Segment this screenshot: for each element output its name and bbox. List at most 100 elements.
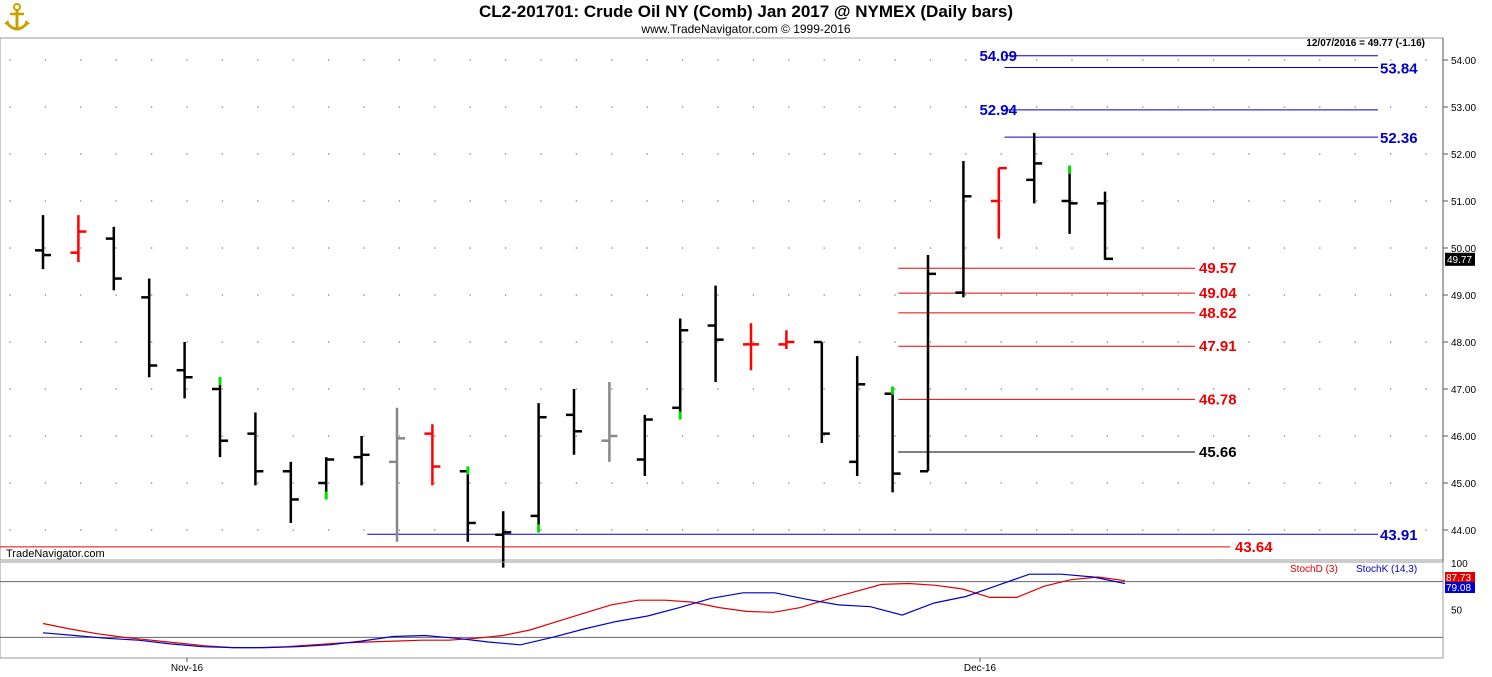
stoch-last-label: 79.08 (1446, 583, 1471, 594)
grid-dot (1354, 529, 1356, 531)
grid-dot (1035, 247, 1038, 249)
ohlc-bar (530, 403, 547, 533)
grid-dot (1248, 435, 1250, 437)
grid-dot (1319, 435, 1321, 437)
grid-dot (257, 153, 259, 155)
grid-dot (858, 200, 861, 202)
grid-dot (292, 482, 295, 484)
grid-dot (115, 341, 117, 343)
grid-dot (1106, 435, 1109, 437)
grid-dot (434, 482, 436, 484)
grid-dot (1389, 482, 1392, 484)
grid-dot (858, 294, 861, 296)
grid-dot (363, 482, 365, 484)
grid-dot (1248, 341, 1250, 343)
grid-dot (1248, 529, 1250, 531)
grid-dot (894, 482, 896, 484)
grid-dot (504, 59, 507, 61)
grid-dot (327, 529, 330, 531)
grid-dot (965, 106, 967, 108)
grid-dot (1106, 59, 1109, 61)
grid-dot (788, 388, 790, 390)
grid-dot (1212, 435, 1215, 437)
grid-dot (681, 529, 684, 531)
stoch-legend-d: StochD (3) (1290, 564, 1338, 575)
grid-dot (752, 200, 755, 202)
grid-dot (44, 247, 47, 249)
grid-dot (1142, 294, 1144, 296)
grid-dot (221, 529, 224, 531)
grid-dot (858, 153, 861, 155)
grid-dot (327, 294, 330, 296)
grid-dot (327, 247, 330, 249)
price-level-label: 54.09 (979, 48, 1017, 65)
grid-dot (681, 388, 684, 390)
grid-dot (80, 529, 82, 531)
ohlc-bar (990, 166, 1007, 239)
watermark-text: TradeNavigator.com (6, 548, 105, 560)
grid-dot (1035, 435, 1038, 437)
grid-dot (1425, 153, 1427, 155)
grid-dot (469, 388, 472, 390)
grid-dot (717, 529, 719, 531)
grid-dot (1177, 200, 1179, 202)
grid-dot (540, 106, 542, 108)
grid-dot (1319, 247, 1321, 249)
grid-dot (398, 59, 401, 61)
ohlc-bar (212, 377, 228, 458)
price-levels: 54.09 53.84 52.94 52.36 49.57 49.04 48.62 47.91… (0, 48, 1418, 556)
grid-dot (221, 294, 224, 296)
ohlc-bar (70, 215, 87, 263)
grid-dot (646, 529, 648, 531)
ohlc-bar (955, 161, 972, 298)
grid-dot (540, 59, 542, 61)
y-tick-label: 46.00 (1451, 432, 1476, 443)
grid-dot (186, 200, 188, 202)
grid-dot (469, 435, 472, 437)
grid-dot (115, 294, 117, 296)
grid-dot (292, 59, 295, 61)
grid-dot (575, 153, 578, 155)
ohlc-bar (884, 386, 901, 493)
grid-dot (221, 341, 224, 343)
grid-dot (1142, 482, 1144, 484)
y-tick-label: 49.00 (1451, 291, 1476, 302)
grid-dot (646, 59, 648, 61)
grid-dot (717, 435, 719, 437)
grid-dot (80, 388, 82, 390)
grid-dot (894, 106, 896, 108)
grid-dot (1425, 294, 1427, 296)
grid-dot (965, 341, 967, 343)
grid-dot (186, 529, 188, 531)
grid-dot (1389, 153, 1392, 155)
ohlc-bar (318, 457, 335, 500)
grid-dot (1389, 200, 1392, 202)
grid-dot (398, 200, 401, 202)
grid-dot (80, 435, 82, 437)
grid-dot (1283, 482, 1286, 484)
grid-dot (221, 200, 224, 202)
grid-dot (965, 482, 967, 484)
grid-dot (150, 482, 153, 484)
grid-dot (681, 200, 684, 202)
price-level-label: 49.57 (1199, 260, 1237, 277)
grid-dot (221, 388, 224, 390)
grid-dot (858, 388, 861, 390)
grid-dot (1035, 200, 1038, 202)
grid-dot (363, 529, 365, 531)
grid-dot (398, 106, 401, 108)
grid-dot (80, 294, 82, 296)
grid-dot (1035, 106, 1038, 108)
grid-dot (327, 341, 330, 343)
grid-dot (1035, 294, 1038, 296)
grid-dot (929, 247, 932, 249)
ohlc-bar (1026, 132, 1043, 204)
grid-dot (1000, 482, 1002, 484)
grid-dot (363, 435, 365, 437)
grid-dot (575, 200, 578, 202)
y-tick-label: 50.00 (1451, 244, 1476, 255)
grid-dot (717, 294, 719, 296)
grid-dot (292, 435, 295, 437)
grid-dot (1142, 529, 1144, 531)
grid-dot (434, 529, 436, 531)
